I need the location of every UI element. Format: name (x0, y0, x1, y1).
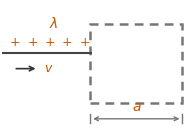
Bar (90, 24, 182, 103)
Text: λ: λ (50, 17, 58, 31)
Text: +: + (79, 36, 90, 49)
Text: v: v (44, 62, 51, 75)
Text: +: + (27, 36, 38, 49)
Text: +: + (45, 36, 55, 49)
Text: a: a (132, 100, 141, 114)
Text: +: + (62, 36, 73, 49)
Text: +: + (10, 36, 21, 49)
